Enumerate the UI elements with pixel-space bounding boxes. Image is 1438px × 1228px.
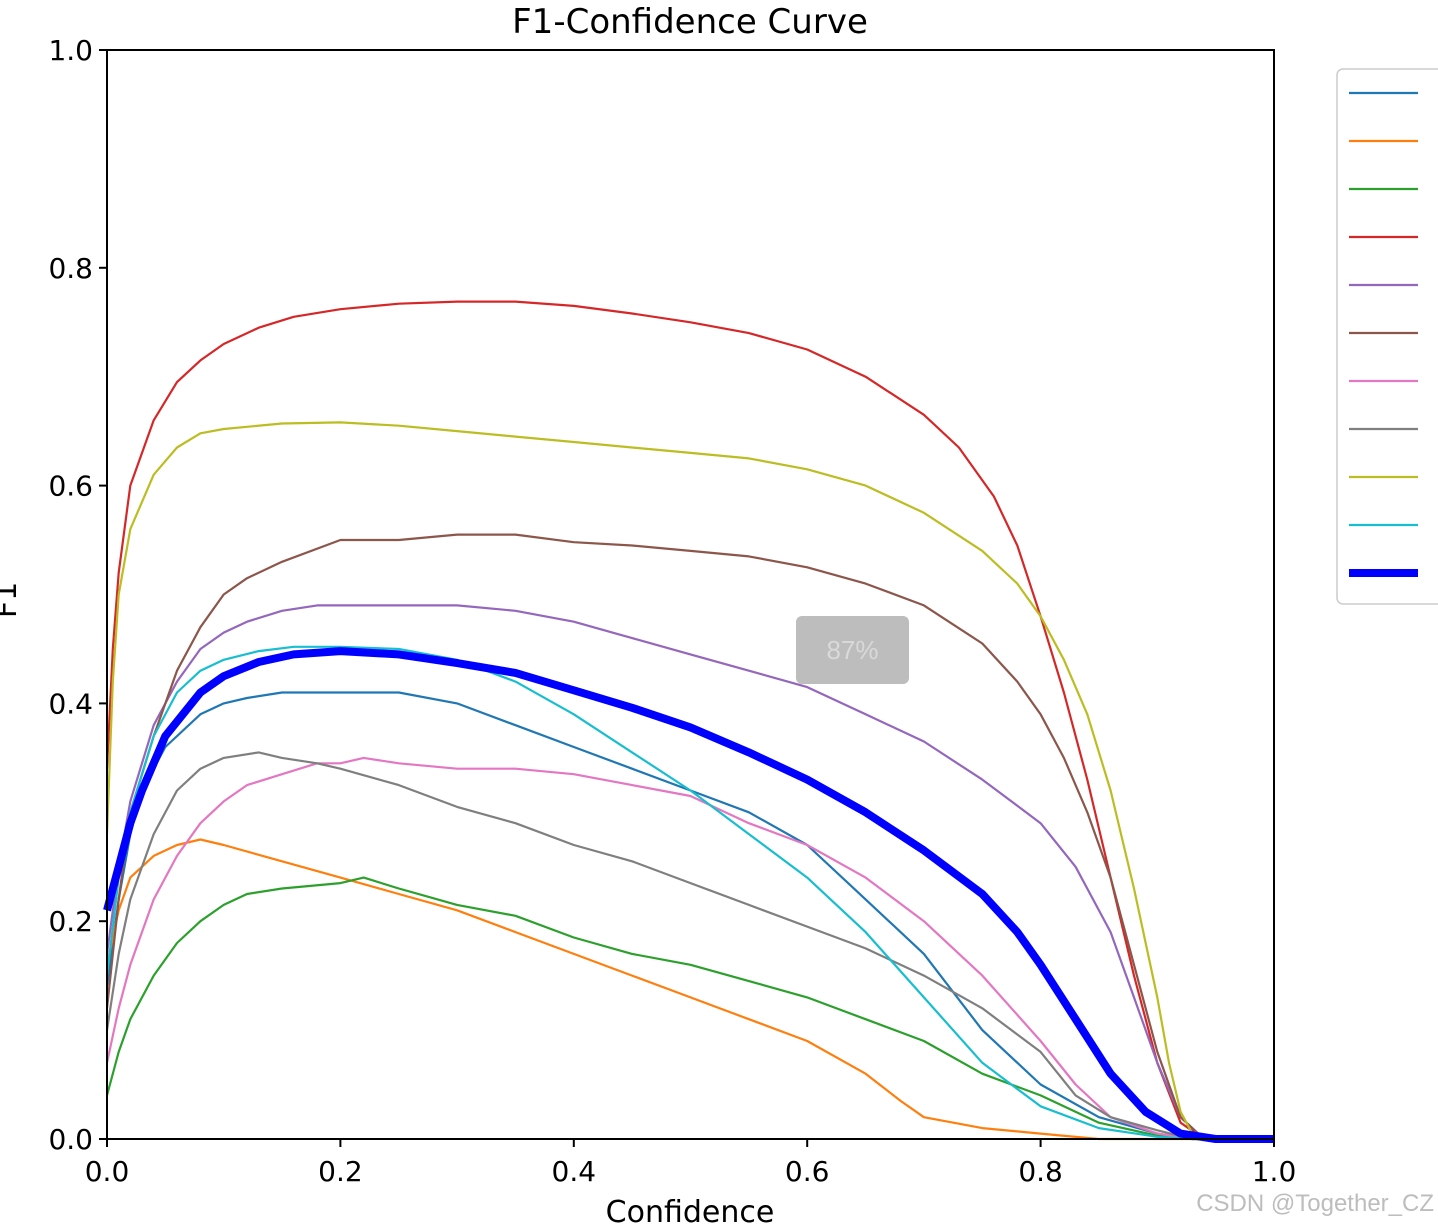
x-tick-label: 0.8	[1018, 1155, 1063, 1188]
series-line-2	[105, 838, 1274, 1141]
legend-entries	[1349, 91, 1418, 577]
series-line-4	[105, 300, 1274, 1141]
plot-frame	[106, 49, 1275, 1140]
series-line-8	[105, 751, 1274, 1141]
series-line-6	[105, 533, 1274, 1141]
y-tick-label: 0.2	[48, 905, 93, 938]
y-tick-label: 0.8	[48, 252, 93, 285]
y-tick-label: 0.4	[48, 687, 93, 720]
series-line-11	[103, 647, 1274, 1143]
plot-area	[107, 50, 1274, 1139]
y-tick-label: 0.6	[48, 470, 93, 503]
x-tick-label: 0.2	[318, 1155, 363, 1188]
series-line-3	[105, 876, 1274, 1141]
legend	[1336, 68, 1438, 605]
series-line-7	[105, 756, 1274, 1141]
y-axis-label: F1	[0, 582, 24, 618]
x-axis-label: Confidence	[606, 1195, 775, 1228]
x-tick-label: 1.0	[1252, 1155, 1297, 1188]
x-tick-label: 0.4	[552, 1155, 597, 1188]
hover-percentage-badge: 87%	[796, 616, 909, 684]
y-tick-label: 0.0	[48, 1123, 93, 1156]
y-tick-label: 1.0	[48, 34, 93, 67]
series-line-9	[105, 421, 1274, 1141]
series-layer	[103, 300, 1274, 1143]
x-tick-label: 0.6	[785, 1155, 830, 1188]
series-line-1	[105, 691, 1274, 1141]
series-line-10	[105, 645, 1274, 1141]
x-axis: 0.0 0.2 0.4 0.6 0.8 1.0	[85, 1139, 1297, 1188]
y-axis: 0.0 0.2 0.4 0.6 0.8 1.0	[48, 34, 107, 1156]
watermark-text: CSDN @Together_CZ	[1196, 1190, 1434, 1217]
x-tick-label: 0.0	[85, 1155, 130, 1188]
chart-title: F1-Confidence Curve	[512, 2, 868, 42]
legend-box	[1336, 68, 1438, 605]
series-line-5	[105, 604, 1274, 1141]
